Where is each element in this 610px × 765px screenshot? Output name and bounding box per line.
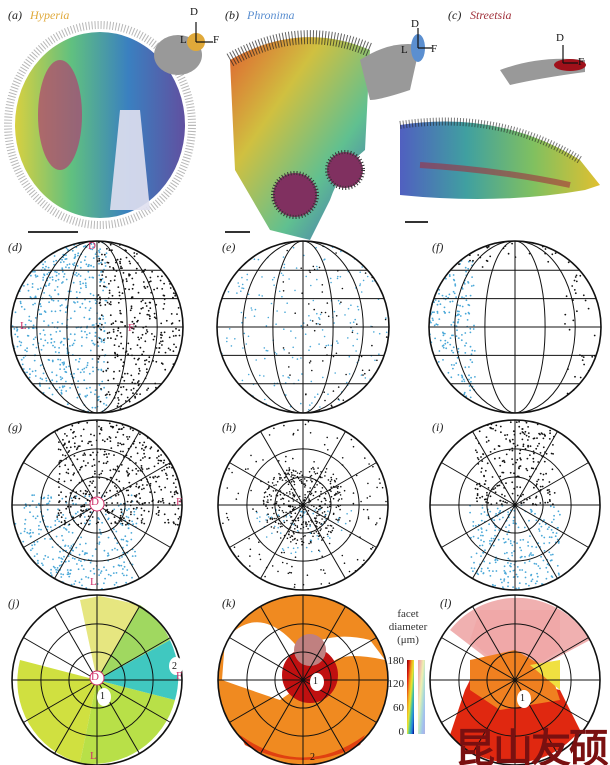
dorsal-marker <box>89 670 105 686</box>
marker-d-frontal: F <box>128 322 135 334</box>
region-marker <box>169 657 183 675</box>
marker-d-lateral: L <box>20 320 27 332</box>
panel-label-a: (a) <box>8 8 22 22</box>
region-1-k: 1 <box>313 676 318 687</box>
axis-d-a: D <box>190 6 198 18</box>
axis-d-c: D <box>556 32 564 44</box>
colorbar-faded <box>418 660 425 734</box>
streetsia-eye-render <box>399 45 600 223</box>
hyperia-eye-render <box>4 21 213 233</box>
colorbar-title-2: diameter <box>388 621 428 633</box>
marker-g-lateral: L <box>90 576 97 588</box>
heatmap-k <box>217 594 389 765</box>
sphere-plot-d <box>10 240 184 414</box>
colorbar-saturated <box>407 660 414 734</box>
colorbar-tick-180: 180 <box>387 655 405 667</box>
colorbar-tick-120: 120 <box>387 678 405 690</box>
sphere-plot-e <box>216 240 390 414</box>
marker-g-dorsal: D <box>91 496 99 508</box>
sphere-plot-f <box>428 240 602 414</box>
panel-label-e: (e) <box>222 240 236 254</box>
axis-f-b: F <box>431 43 438 55</box>
marker-j-frontal: F <box>176 670 183 682</box>
phronima-body-icon <box>360 44 420 100</box>
region-1-j: 1 <box>100 691 105 702</box>
panel-label-j: (j) <box>8 596 20 610</box>
region-marker <box>517 690 531 708</box>
panel-label-h: (h) <box>222 420 236 434</box>
polar-plot-i <box>429 419 601 591</box>
region-2-k: 2 <box>310 752 315 763</box>
polar-plot-g <box>11 419 183 591</box>
marker-j-lateral: L <box>90 750 97 762</box>
marker-g-frontal: F <box>176 496 183 508</box>
axis-f-c: F <box>578 56 585 68</box>
colorbar-title-1: facet <box>397 608 419 620</box>
region-marker <box>97 688 111 706</box>
colorbar-title-3: (μm) <box>397 634 419 646</box>
region-marker <box>310 673 324 691</box>
panel-label-k: (k) <box>222 596 236 610</box>
panel-label-l: (l) <box>440 596 452 610</box>
polar-plot-h <box>217 419 389 591</box>
panel-label-f: (f) <box>432 240 444 254</box>
dorsal-marker <box>89 496 105 512</box>
species-phronima: Phronima <box>247 8 295 22</box>
axis-l-b: L <box>401 44 408 56</box>
axis-d-b: D <box>411 18 419 30</box>
axis-l-a: L <box>180 34 187 46</box>
marker-j-dorsal: D <box>91 671 99 683</box>
heatmap-l <box>429 594 601 765</box>
species-streetsia: Streetsia <box>470 8 512 22</box>
region-1-l: 1 <box>520 693 525 704</box>
colorbar-tick-0: 0 <box>398 726 405 738</box>
marker-d-dorsal: D <box>88 240 96 252</box>
species-hyperia: Hyperia <box>30 8 70 22</box>
panel-label-g: (g) <box>8 420 22 434</box>
panel-label-b: (b) <box>225 8 239 22</box>
phronima-eye-render <box>225 28 432 241</box>
panel-label-d: (d) <box>8 240 22 254</box>
panel-label-c: (c) <box>448 8 462 22</box>
axis-f-a: F <box>213 34 220 46</box>
colorbar-tick-60: 60 <box>393 702 404 714</box>
watermark: 昆山友硕 <box>455 725 609 765</box>
panel-label-i: (i) <box>432 420 444 434</box>
region-2-j: 2 <box>172 661 177 672</box>
